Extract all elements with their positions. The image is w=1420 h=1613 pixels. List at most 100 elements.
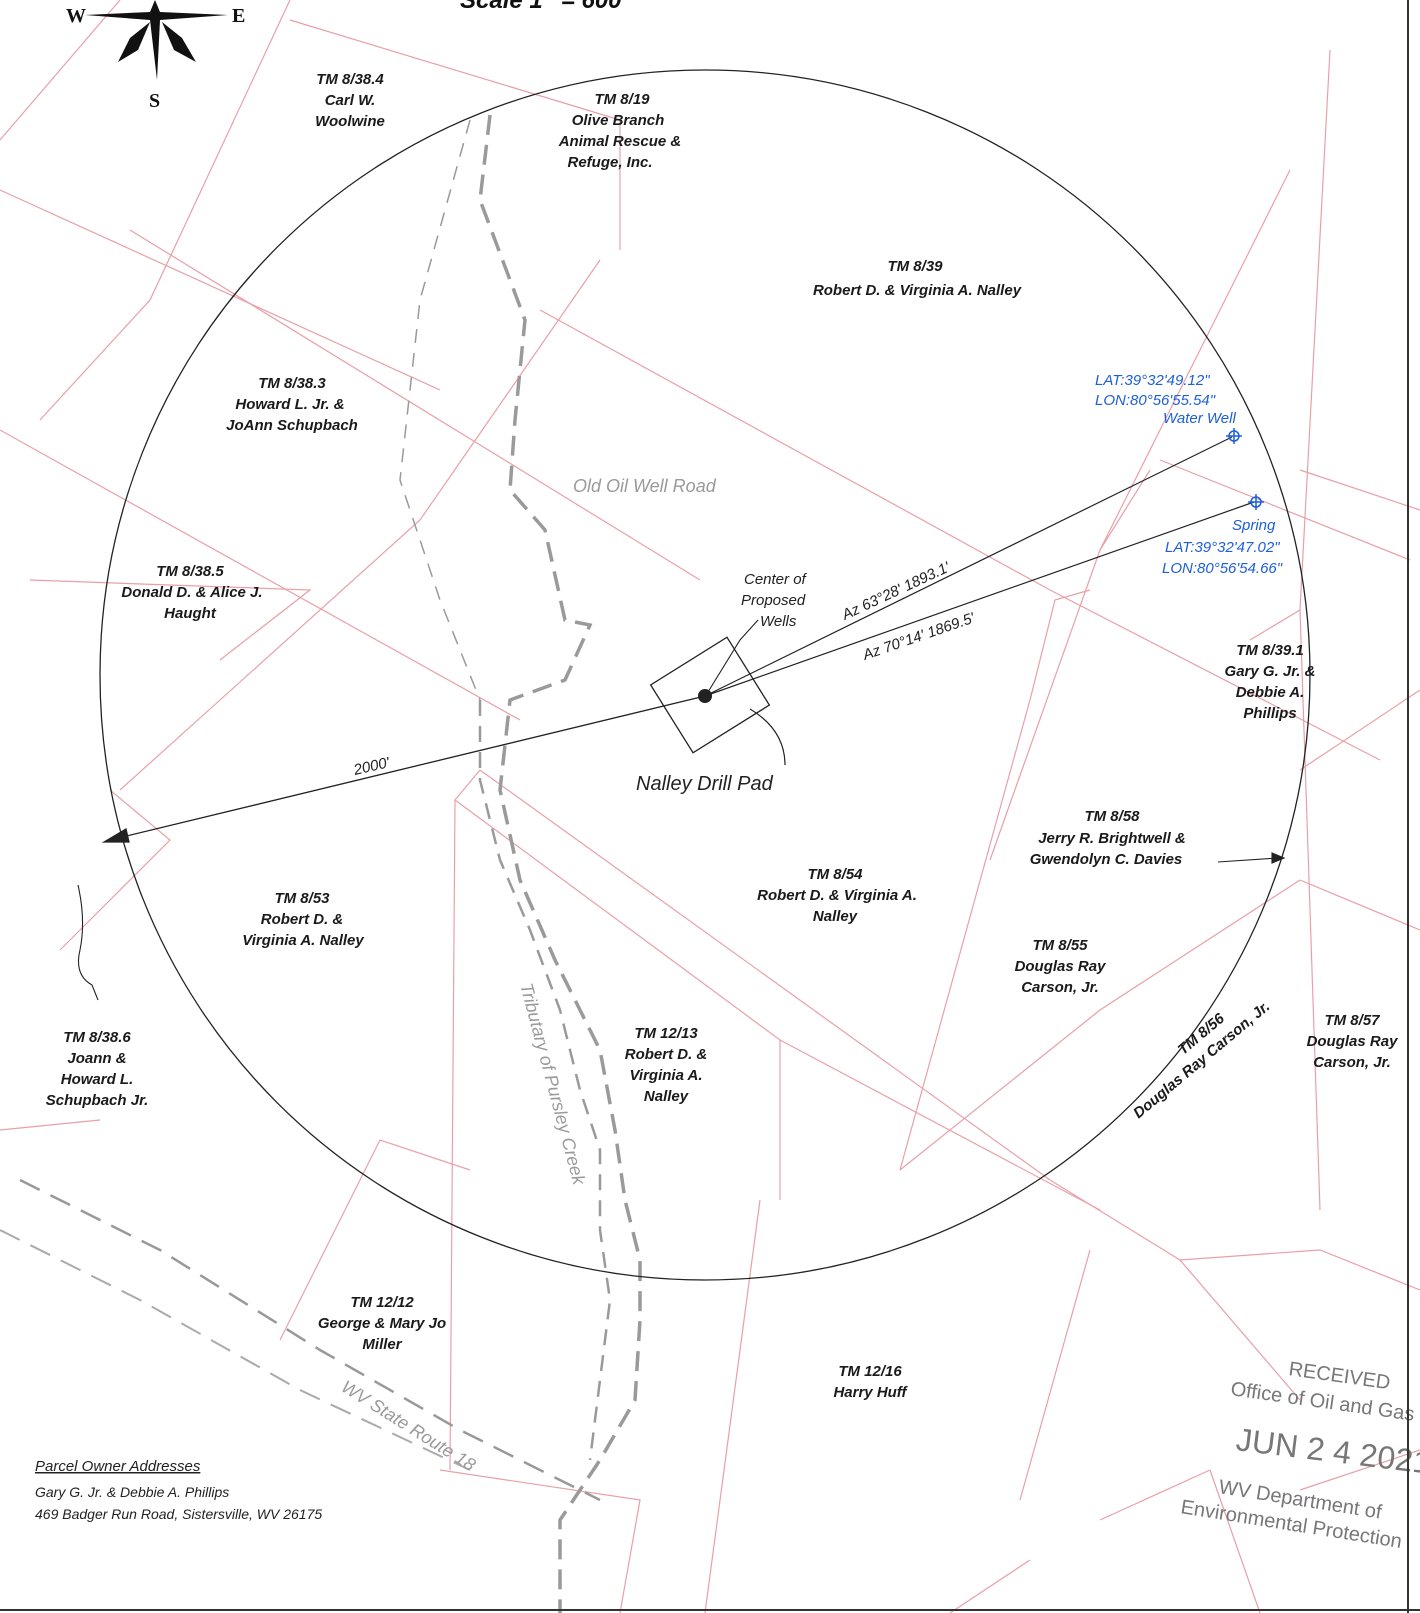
- svg-text:Harry Huff: Harry Huff: [833, 1384, 908, 1401]
- parcel-tm-8-38-4: TM 8/38.4 Carl W. Woolwine: [315, 71, 385, 130]
- callout-arrows: [78, 853, 1284, 1000]
- svg-text:Virginia A.: Virginia A.: [629, 1067, 702, 1084]
- svg-text:Miller: Miller: [362, 1336, 402, 1353]
- svg-text:Gary G. Jr. & Debbie A. Philli: Gary G. Jr. & Debbie A. Phillips: [35, 1484, 229, 1500]
- svg-text:LAT:39°32'47.02": LAT:39°32'47.02": [1165, 539, 1280, 556]
- svg-text:JUN 2 4 2021: JUN 2 4 2021: [1234, 1421, 1420, 1481]
- svg-text:TM 8/38.3: TM 8/38.3: [258, 375, 326, 392]
- svg-text:TM 12/16: TM 12/16: [838, 1363, 902, 1380]
- svg-text:Jerry R. Brightwell &: Jerry R. Brightwell &: [1038, 830, 1186, 847]
- svg-text:TM 8/38.6: TM 8/38.6: [63, 1029, 131, 1046]
- parcel-tm-8-38-6: TM 8/38.6 Joann & Howard L. Schupbach Jr…: [46, 1029, 149, 1109]
- svg-text:TM 8/19: TM 8/19: [594, 91, 650, 108]
- parcel-tm-8-57: TM 8/57 Douglas Ray Carson, Jr.: [1307, 1012, 1399, 1071]
- svg-text:Gwendolyn C. Davies: Gwendolyn C. Davies: [1030, 851, 1183, 868]
- highway-line: [20, 1180, 600, 1500]
- svg-text:TM 8/58: TM 8/58: [1084, 808, 1140, 825]
- svg-text:TM 8/55: TM 8/55: [1032, 937, 1088, 954]
- water-well-feature: LAT:39°32'49.12" LON:80°56'55.54" Water …: [1095, 372, 1242, 444]
- svg-text:Center of: Center of: [744, 571, 808, 588]
- svg-text:Carl W.: Carl W.: [325, 92, 376, 109]
- parcel-tm-12-12: TM 12/12 George & Mary Jo Miller: [318, 1294, 446, 1353]
- compass-needle-icon: [85, 0, 228, 80]
- wells-center-marker: [698, 689, 712, 703]
- parcel-tm-8-56: TM 8/56 Douglas Ray Carson, Jr.: [1117, 983, 1273, 1122]
- svg-text:Parcel Owner Addresses: Parcel Owner Addresses: [35, 1458, 201, 1475]
- center-label: Center of Proposed Wells: [741, 571, 808, 630]
- svg-text:Spring: Spring: [1232, 517, 1276, 534]
- svg-text:Carson, Jr.: Carson, Jr.: [1021, 979, 1099, 996]
- svg-text:LON:80°56'54.66": LON:80°56'54.66": [1162, 560, 1283, 577]
- svg-text:Wells: Wells: [760, 613, 797, 630]
- scale-text: Scale 1" = 600': [460, 0, 629, 14]
- parcel-tm-8-54: TM 8/54 Robert D. & Virginia A. Nalley: [757, 866, 917, 925]
- svg-text:Refuge, Inc.: Refuge, Inc.: [567, 154, 652, 171]
- svg-text:George & Mary Jo: George & Mary Jo: [318, 1315, 446, 1332]
- azimuth-spring-label: Az 70°14' 1869.5': [860, 609, 978, 664]
- svg-text:Douglas Ray: Douglas Ray: [1015, 958, 1107, 975]
- svg-text:S: S: [149, 90, 160, 112]
- svg-text:Howard L.: Howard L.: [61, 1071, 134, 1088]
- drill-pad: [651, 620, 785, 765]
- svg-text:Robert D. & Virginia A. Nalley: Robert D. & Virginia A. Nalley: [813, 282, 1022, 299]
- svg-text:Nalley: Nalley: [644, 1088, 689, 1105]
- svg-text:TM 8/39.1: TM 8/39.1: [1236, 642, 1304, 659]
- parcel-tm-8-38-3: TM 8/38.3 Howard L. Jr. & JoAnn Schupbac…: [226, 375, 358, 434]
- svg-text:TM 12/12: TM 12/12: [350, 1294, 414, 1311]
- svg-text:Gary G. Jr. &: Gary G. Jr. &: [1225, 663, 1316, 680]
- parcel-tm-8-38-5: TM 8/38.5 Donald D. & Alice J. Haught: [121, 563, 262, 622]
- svg-text:JoAnn Schupbach: JoAnn Schupbach: [226, 417, 358, 434]
- highway-label: WV State Route 18: [338, 1376, 479, 1475]
- svg-text:Nalley: Nalley: [813, 908, 858, 925]
- svg-text:TM 8/38.4: TM 8/38.4: [316, 71, 384, 88]
- svg-text:TM 8/54: TM 8/54: [807, 866, 863, 883]
- parcel-tm-8-39: TM 8/39 Robert D. & Virginia A. Nalley: [813, 258, 1022, 299]
- svg-text:Debbie A.: Debbie A.: [1236, 684, 1305, 701]
- radius-label: 2000': [351, 754, 392, 779]
- svg-text:Haught: Haught: [164, 605, 217, 622]
- svg-text:Olive Branch: Olive Branch: [572, 112, 665, 129]
- svg-text:Animal Rescue &: Animal Rescue &: [558, 133, 682, 150]
- svg-text:E: E: [232, 5, 245, 27]
- svg-text:Robert D. & Virginia A.: Robert D. & Virginia A.: [757, 887, 917, 904]
- parcel-tm-8-58: TM 8/58 Jerry R. Brightwell & Gwendolyn …: [1030, 808, 1186, 868]
- received-stamp: RECEIVED Office of Oil and Gas JUN 2 4 2…: [1179, 1358, 1420, 1553]
- svg-text:Virginia A. Nalley: Virginia A. Nalley: [242, 932, 364, 949]
- svg-text:Robert D. &: Robert D. &: [261, 911, 344, 928]
- svg-text:TM 12/13: TM 12/13: [634, 1025, 698, 1042]
- road-line: [400, 120, 480, 700]
- parcel-tm-12-13: TM 12/13 Robert D. & Virginia A. Nalley: [625, 1025, 708, 1105]
- svg-text:Howard L. Jr. &: Howard L. Jr. &: [235, 396, 344, 413]
- svg-text:Joann &: Joann &: [67, 1050, 126, 1067]
- svg-text:469 Badger Run Road, Sistersvi: 469 Badger Run Road, Sistersville, WV 26…: [35, 1506, 322, 1522]
- svg-text:Proposed: Proposed: [741, 592, 806, 609]
- parcel-labels: TM 8/38.4 Carl W. Woolwine TM 8/19 Olive…: [46, 71, 1398, 1401]
- svg-text:Douglas Ray: Douglas Ray: [1307, 1033, 1399, 1050]
- water-well-icon: [1226, 428, 1242, 444]
- svg-text:Donald D. & Alice J.: Donald D. & Alice J.: [121, 584, 262, 601]
- pad-label: Nalley Drill Pad: [636, 773, 774, 795]
- radius-line: [104, 696, 705, 842]
- road-label: Old Oil Well Road: [573, 476, 717, 496]
- svg-text:W: W: [66, 5, 86, 27]
- svg-text:Douglas Ray Carson, Jr.: Douglas Ray Carson, Jr.: [1130, 998, 1273, 1122]
- svg-text:LON:80°56'55.54": LON:80°56'55.54": [1095, 392, 1216, 409]
- spring-feature: Spring LAT:39°32'47.02" LON:80°56'54.66": [1162, 494, 1283, 577]
- svg-text:TM 8/57: TM 8/57: [1324, 1012, 1380, 1029]
- owner-addresses: Parcel Owner Addresses Gary G. Jr. & Deb…: [35, 1458, 322, 1522]
- svg-text:TM 8/53: TM 8/53: [274, 890, 330, 907]
- svg-text:LAT:39°32'49.12": LAT:39°32'49.12": [1095, 372, 1210, 389]
- svg-text:Phillips: Phillips: [1243, 705, 1296, 722]
- dashed-features: [0, 115, 640, 1613]
- svg-text:Robert D. &: Robert D. &: [625, 1046, 708, 1063]
- svg-text:Schupbach Jr.: Schupbach Jr.: [46, 1092, 149, 1109]
- parcel-tm-8-55: TM 8/55 Douglas Ray Carson, Jr.: [1015, 937, 1107, 996]
- radius-circle: [100, 70, 1310, 1280]
- svg-text:TM 8/38.5: TM 8/38.5: [156, 563, 224, 580]
- parcel-tm-12-16: TM 12/16 Harry Huff: [833, 1363, 908, 1401]
- svg-text:TM 8/39: TM 8/39: [887, 258, 943, 275]
